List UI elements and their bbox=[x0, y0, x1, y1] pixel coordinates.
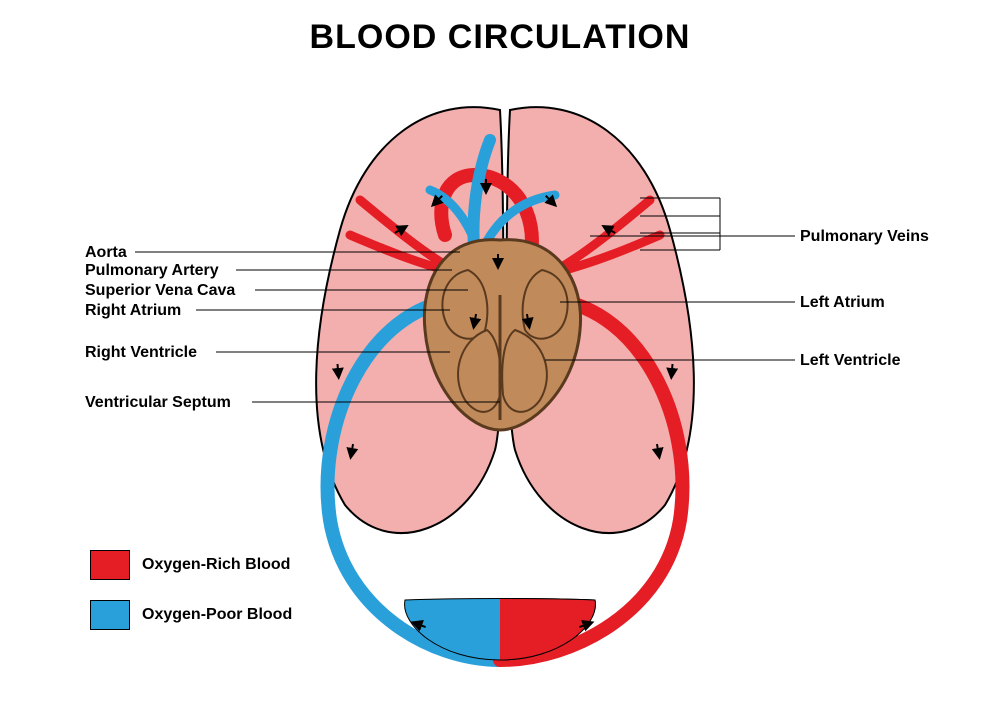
label-superior-vena-cava: Superior Vena Cava bbox=[85, 282, 235, 300]
label-ventricular-septum: Ventricular Septum bbox=[85, 394, 231, 412]
legend-item-oxygen-poor: Oxygen-Poor Blood bbox=[90, 600, 292, 630]
label-aorta: Aorta bbox=[85, 244, 127, 262]
label-left-ventricle: Left Ventricle bbox=[800, 352, 900, 370]
legend-swatch-oxygen-poor bbox=[90, 600, 130, 630]
legend-swatch-oxygen-rich bbox=[90, 550, 130, 580]
flow-arrow-icon bbox=[672, 364, 673, 374]
legend-text-oxygen-poor: Oxygen-Poor Blood bbox=[142, 606, 292, 624]
label-right-atrium: Right Atrium bbox=[85, 302, 181, 320]
label-pulmonary-artery: Pulmonary Artery bbox=[85, 262, 219, 280]
label-left-atrium: Left Atrium bbox=[800, 294, 885, 312]
diagram-canvas: BLOOD CIRCULATION AortaPulmonary ArteryS… bbox=[0, 0, 1000, 709]
legend-text-oxygen-rich: Oxygen-Rich Blood bbox=[142, 556, 290, 574]
legend-item-oxygen-rich: Oxygen-Rich Blood bbox=[90, 550, 290, 580]
label-right-ventricle: Right Ventricle bbox=[85, 344, 197, 362]
label-pulmonary-veins: Pulmonary Veins bbox=[800, 228, 929, 246]
flow-arrow-icon bbox=[337, 364, 338, 374]
